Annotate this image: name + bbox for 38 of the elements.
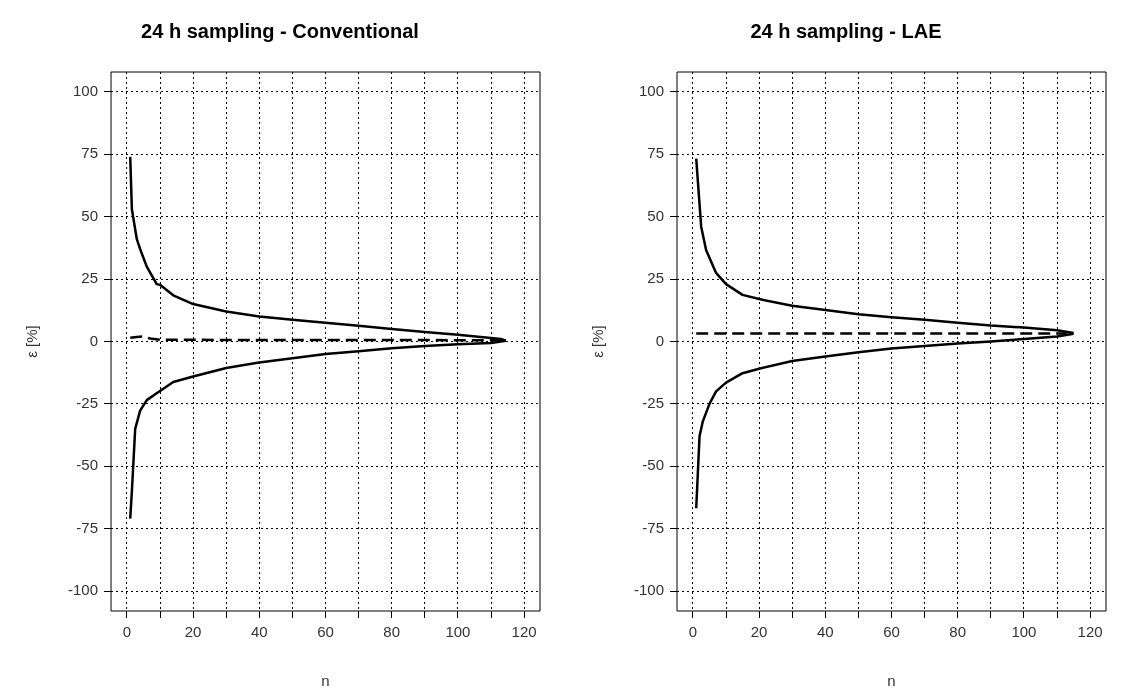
y-tick-label: 100 — [72, 82, 99, 100]
x-axis-title: n — [887, 672, 896, 690]
y-tick-label: 0 — [655, 331, 665, 349]
y-tick-label: 100 — [638, 82, 665, 100]
y-tick-label: 75 — [647, 144, 665, 162]
y-tick-label: -25 — [76, 394, 99, 412]
x-tick-label: 80 — [383, 623, 401, 641]
x-tick-label: 120 — [1077, 623, 1103, 641]
x-tick-label: 40 — [816, 623, 834, 641]
y-tick-label: -75 — [76, 518, 99, 536]
chart-title: 24 h sampling - LAE — [750, 19, 942, 42]
x-tick-label: 20 — [184, 623, 202, 641]
x-tick-label: 40 — [250, 623, 268, 641]
x-tick-label: 20 — [750, 623, 768, 641]
x-tick-label: 60 — [883, 623, 900, 641]
y-axis-title: ε [%] — [23, 325, 41, 358]
y-tick-label: -100 — [67, 581, 99, 599]
y-tick-label: -75 — [642, 518, 665, 536]
x-tick-label: 0 — [688, 623, 698, 641]
x-tick-label: 0 — [122, 623, 132, 641]
y-tick-label: -100 — [633, 581, 665, 599]
y-tick-label: -25 — [642, 394, 665, 412]
y-tick-label: 75 — [81, 144, 99, 162]
x-tick-label: 60 — [317, 623, 334, 641]
y-tick-label: 0 — [89, 331, 99, 349]
y-tick-label: -50 — [76, 456, 99, 474]
y-axis-title: ε [%] — [589, 325, 607, 358]
x-tick-label: 100 — [445, 623, 471, 641]
y-tick-label: 25 — [647, 269, 665, 287]
y-tick-label: 50 — [647, 206, 665, 224]
x-axis-title: n — [321, 672, 330, 690]
x-tick-label: 80 — [949, 623, 967, 641]
x-tick-label: 100 — [1011, 623, 1037, 641]
y-tick-label: -50 — [642, 456, 665, 474]
y-tick-label: 50 — [81, 206, 99, 224]
y-tick-label: 25 — [81, 269, 99, 287]
x-tick-label: 120 — [511, 623, 537, 641]
chart-title: 24 h sampling - Conventional — [141, 19, 419, 42]
